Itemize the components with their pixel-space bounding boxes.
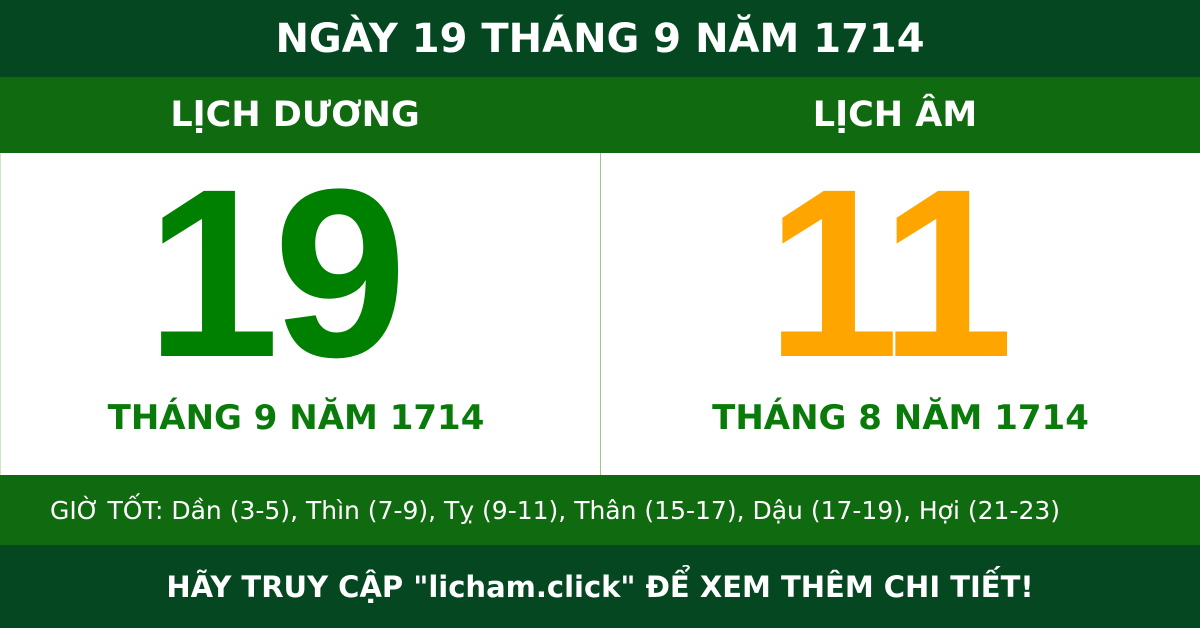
solar-heading: LỊCH DƯƠNG xyxy=(170,95,420,135)
solar-column: 19 THÁNG 9 NĂM 1714 xyxy=(0,153,600,475)
solar-day: 19 xyxy=(146,139,407,407)
lunar-heading: LỊCH ÂM xyxy=(812,95,978,135)
lunar-day: 11 xyxy=(766,139,1014,407)
lunar-month-year: THÁNG 8 NĂM 1714 xyxy=(712,398,1089,438)
footer-cta: HÃY TRUY CẬP "licham.click" ĐỂ XEM THÊM … xyxy=(0,545,1200,628)
page-title: NGÀY 19 THÁNG 9 NĂM 1714 xyxy=(0,0,1200,77)
lunar-column: 11 THÁNG 8 NĂM 1714 xyxy=(600,153,1200,475)
calendar-body: 19 THÁNG 9 NĂM 1714 11 THÁNG 8 NĂM 1714 xyxy=(0,153,1200,475)
good-hours: GIỜ TỐT: Dần (3-5), Thìn (7-9), Tỵ (9-11… xyxy=(0,475,1200,545)
solar-month-year: THÁNG 9 NĂM 1714 xyxy=(107,398,485,438)
calendar-headings: LỊCH DƯƠNG LỊCH ÂM xyxy=(0,77,1200,153)
